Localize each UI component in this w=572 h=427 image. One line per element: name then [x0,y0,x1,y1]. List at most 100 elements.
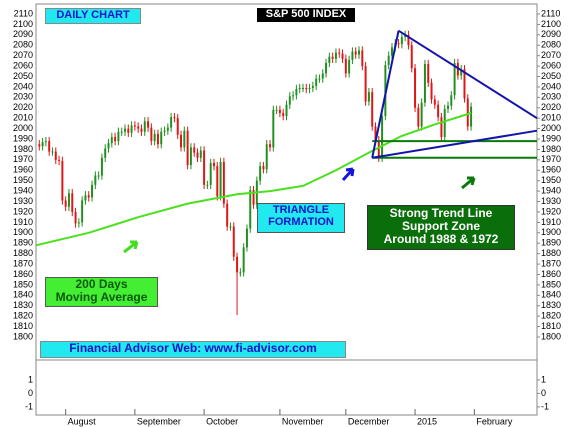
candle-body [74,211,77,224]
candle-body [212,162,215,167]
y-tick-label: 1920 [13,206,33,216]
website-box: Financial Advisor Web: www.fi-advisor.co… [40,341,346,358]
candle-body [423,64,426,103]
title-box: S&P 500 INDEX [257,8,355,22]
marks [35,29,538,316]
subtitle: DAILY CHART [56,9,130,21]
candle-body [186,130,189,166]
candle-body [180,134,183,148]
candle-body [351,51,354,60]
candle-body [216,166,219,197]
y-tick-label: 1850 [541,279,561,289]
candle-body [176,118,179,135]
y-tick-label: 1990 [541,133,561,143]
candle-body [97,175,100,177]
y-tick-label: 1980 [541,144,561,154]
candle-body [437,104,440,118]
candle-body [54,151,57,160]
y-tick-label: 0 [541,388,546,398]
y-tick-label: 1880 [13,248,33,258]
candle-body [292,95,295,97]
arrow [341,167,355,182]
candle-body [239,272,242,274]
y-tick-label: 1930 [13,196,33,206]
y-tick-label: 1880 [541,248,561,258]
candle-body [453,62,456,96]
candle-body [48,141,51,152]
candle-body [58,159,61,161]
y-tick-label: 1980 [13,144,33,154]
y-tick-label: 2020 [541,102,561,112]
y-tick-label: 1 [541,374,546,384]
y-tick-label: 1870 [13,258,33,268]
candle-body [104,148,107,158]
y-tick-label: 1810 [13,321,33,331]
y-tick-label: 1950 [13,175,33,185]
candle-body [219,161,222,197]
candle-body [143,121,146,132]
y-tick-label: -1 [541,401,549,411]
candle-body [397,43,400,45]
y-tick-label: 2050 [13,71,33,81]
y-tick-label: 1840 [13,290,33,300]
candle-body [269,144,272,148]
candle-body [341,53,344,59]
x-tick-label: August [68,416,97,426]
y-tick-label: 1900 [13,227,33,237]
y-tick-label: 1910 [541,217,561,227]
y-tick-label: 2060 [541,60,561,70]
candle-body [110,136,113,144]
candle-body [94,175,97,185]
average-box: 200 Days Moving Average [45,277,158,307]
triangle-box: TRIANGLE FORMATION [257,203,345,233]
arrow [123,240,139,254]
x-tick-label: February [476,416,513,426]
candle-body [150,127,153,142]
candle-body [364,66,367,102]
candle-body [156,133,159,145]
y-tick-label: 2010 [13,113,33,123]
subtitle-box: DAILY CHART [45,8,141,24]
y-tick-label: 1940 [13,186,33,196]
candle-body [315,78,318,86]
trend-line [398,29,538,120]
candle-body [245,228,248,248]
y-tick-label: 2030 [13,92,33,102]
candle-body [298,87,301,90]
moving-average [35,112,472,247]
y-tick-label: 1 [28,374,33,384]
y-tick-label: 2100 [13,19,33,29]
website: Financial Advisor Web: www.fi-advisor.co… [69,341,317,355]
candle-body [193,147,196,153]
y-tick-label: 2070 [541,50,561,60]
candle-body [354,51,357,55]
candle-body [166,127,169,131]
y-tick-label: -1 [25,401,33,411]
candle-body [308,87,311,90]
candle-body [153,133,156,142]
candle-body [361,50,364,67]
y-tick-label: 2100 [541,19,561,29]
candle-body [137,126,140,129]
y-tick-label: 2000 [541,123,561,133]
y-tick-label: 1970 [13,154,33,164]
candle-body [460,69,463,76]
y-tick-label: 1960 [541,165,561,175]
candle-body [229,226,232,228]
candle-body [278,109,281,113]
candle-body [358,50,361,55]
y-tick-label: 1820 [13,311,33,321]
candle-body [285,104,288,117]
candle-body [325,62,328,74]
y-tick-label: 0 [28,388,33,398]
candle-body [232,226,235,257]
y-tick-label: 1950 [541,175,561,185]
candle-body [84,195,87,201]
x-tick-label: October [206,416,238,426]
x-tick-label: November [282,416,324,426]
candle-body [87,195,90,198]
y-tick-label: 2080 [541,40,561,50]
y-tick-label: 2070 [13,50,33,60]
candle-body [301,87,304,89]
annotation-line: FORMATION [268,216,334,229]
